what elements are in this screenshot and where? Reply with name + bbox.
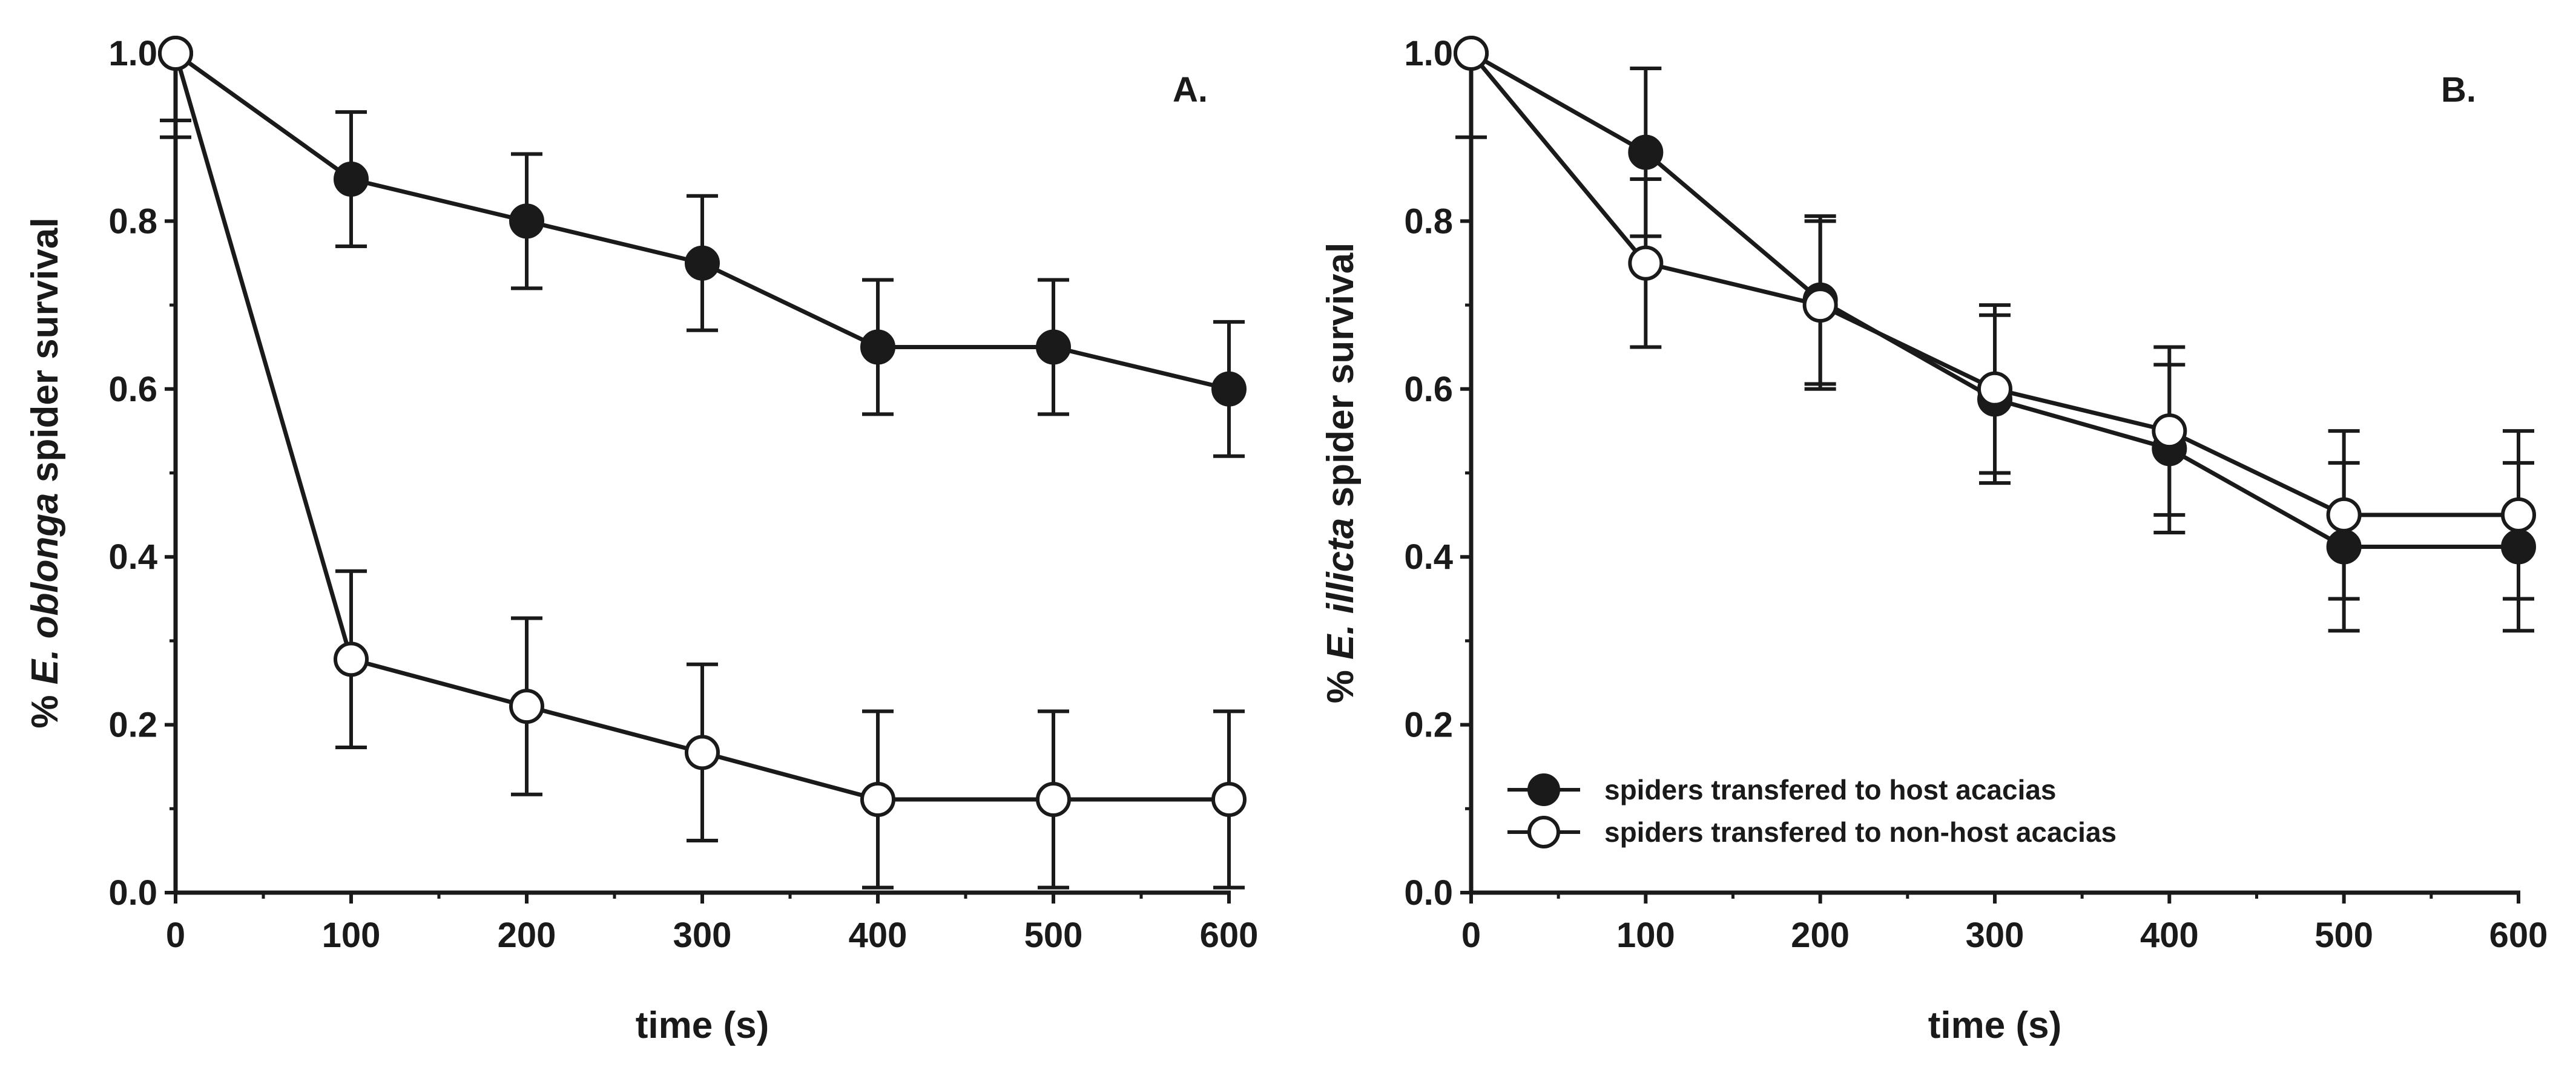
data-point (687, 736, 718, 768)
legend-open-marker (1529, 818, 1558, 847)
x-axis-title: time (s) (636, 1005, 769, 1046)
y-tick-label: 0.4 (108, 537, 157, 577)
y-axis-title: % E. oblonga spider survival (24, 217, 66, 728)
legend-filled-marker (1529, 775, 1558, 804)
x-tick-label: 100 (1616, 916, 1675, 955)
x-tick-label: 400 (2140, 916, 2199, 955)
data-point (1213, 784, 1245, 815)
data-point (1979, 373, 2011, 405)
data-point (511, 691, 542, 722)
y-tick-label: 0.0 (1404, 873, 1453, 913)
y-tick-label: 0.2 (108, 706, 157, 745)
data-point (1038, 331, 1069, 362)
legend: spiders transfered to host acacias spider… (1507, 774, 2116, 848)
y-tick-label: 0.2 (1404, 706, 1453, 745)
data-point (1630, 248, 1661, 279)
x-tick-label: 500 (2314, 916, 2373, 955)
figure-svg: 0.0 0.2 0.4 0.6 0.8 1.0 0 100 200 300 400 500 600 tim… (0, 0, 2576, 1073)
chart-panel-2: 0.0 0.2 0.4 0.6 0.8 1.0 0 100 200 300 400 500 600 tim… (1320, 0, 2548, 1046)
x-tick-label: 200 (1791, 916, 1850, 955)
data-point (1630, 137, 1661, 168)
data-point (335, 163, 367, 195)
chart-panel-1: 0.0 0.2 0.4 0.6 0.8 1.0 0 100 200 300 400 500 600 tim… (24, 0, 1258, 1046)
series-host-errorbars (160, 0, 1245, 456)
data-point (2328, 531, 2360, 563)
legend-label: spiders transfered to non-host acacias (1604, 816, 2116, 848)
data-point (160, 38, 191, 69)
data-point (2153, 415, 2185, 447)
data-point (511, 205, 542, 237)
data-point (1805, 289, 1836, 321)
y-axis-title-suffix: spider survival (24, 217, 66, 493)
y-axis-title-prefix: % (24, 684, 66, 728)
y-axis-title: % E. illicta spider survival (1320, 243, 1362, 704)
y-axis-title-prefix: % (1320, 660, 1362, 703)
data-point (1455, 38, 1487, 69)
y-axis-title-species: E. oblonga (24, 493, 66, 684)
y-tick-label: 0.6 (108, 370, 157, 409)
data-point (2503, 499, 2534, 531)
legend-label: spiders transfered to host acacias (1604, 774, 2057, 805)
y-tick-label: 0.8 (108, 202, 157, 241)
panel-label: A. (1173, 70, 1208, 110)
data-point (2503, 531, 2534, 563)
x-tick-label: 600 (1200, 916, 1259, 955)
data-point (862, 331, 894, 362)
x-tick-label: 100 (322, 916, 381, 955)
y-tick-label: 0.6 (1404, 370, 1453, 409)
data-point (687, 248, 718, 279)
figure: 0.0 0.2 0.4 0.6 0.8 1.0 0 100 200 300 400 500 600 tim… (0, 0, 2576, 1073)
data-point (335, 643, 367, 675)
x-tick-label: 600 (2489, 916, 2548, 955)
y-tick-label: 0.4 (1404, 537, 1453, 577)
y-tick-label: 0.0 (108, 873, 157, 913)
y-axis-title-species: E. illicta (1320, 518, 1362, 660)
series-non-host-errorbars (1455, 0, 2534, 599)
data-point (1038, 784, 1069, 815)
x-tick-label: 300 (673, 916, 732, 955)
x-tick-label: 500 (1024, 916, 1083, 955)
y-tick-label: 1.0 (1404, 34, 1453, 73)
data-point (1213, 373, 1245, 405)
data-point (2328, 499, 2360, 531)
x-axis-title: time (s) (1928, 1005, 2061, 1046)
x-tick-label: 300 (1966, 916, 2024, 955)
y-tick-label: 1.0 (108, 34, 157, 73)
y-tick-label: 0.8 (1404, 202, 1453, 241)
x-tick-label: 0 (166, 916, 185, 955)
x-tick-label: 0 (1461, 916, 1481, 955)
x-tick-label: 200 (498, 916, 556, 955)
data-point (862, 784, 894, 815)
x-tick-label: 400 (849, 916, 908, 955)
panel-label: B. (2441, 70, 2476, 110)
y-axis-title-suffix: spider survival (1320, 243, 1362, 518)
